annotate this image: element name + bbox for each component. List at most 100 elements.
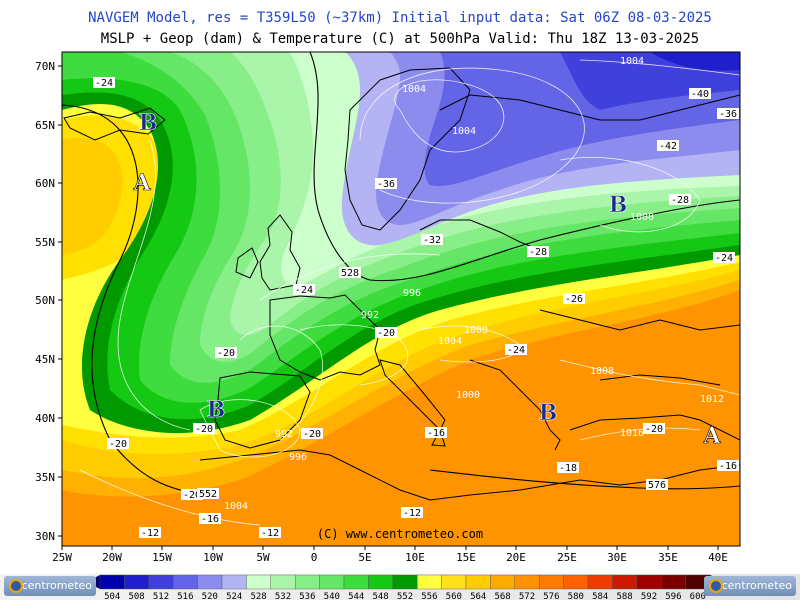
lat-tick-label: 55N	[35, 236, 55, 249]
geopotential-labels: 528 552 576	[197, 267, 668, 500]
lon-tick-label: 20W	[102, 551, 122, 564]
legend-swatch	[124, 574, 150, 590]
legend-value-label: 536	[299, 592, 315, 600]
legend-value-label: 560	[446, 592, 462, 600]
temperature-label: -20	[183, 490, 201, 501]
legend-swatch	[612, 574, 638, 590]
temperature-label: -20	[109, 439, 127, 450]
lat-tick-label: 45N	[35, 353, 55, 366]
legend-value-label: 580	[568, 592, 584, 600]
lon-tick-label: 25E	[557, 551, 577, 564]
color-scale-legend: 504 508 512 516 520 524 528 532 536 540 544 548 552 5…	[86, 574, 724, 600]
legend-value-label: 544	[348, 592, 364, 600]
legend-swatch	[417, 574, 442, 590]
isobar-label: 996	[403, 288, 421, 299]
lat-tick-label: 35N	[35, 471, 55, 484]
legend-swatch	[661, 574, 686, 590]
legend-value-label: 520	[202, 592, 218, 600]
lat-tick-label: 40N	[35, 412, 55, 425]
isobar-label: 1000	[630, 212, 654, 223]
legend-swatch	[246, 574, 271, 590]
centrometeo-logo-left[interactable]: centrometeo	[4, 576, 96, 596]
geopotential-lines	[62, 52, 740, 496]
lon-tick-label: 5W	[256, 551, 270, 564]
isobar-label: 1012	[700, 394, 724, 405]
temperature-label: -16	[201, 514, 219, 525]
longitude-axis: 25W 20W 15W 10W 5W 0 5E 10E 15E 20E 25E 30E 35E 40E	[52, 546, 728, 564]
isobar-label: 992	[275, 429, 293, 440]
legend-swatch	[490, 574, 515, 590]
lat-tick-label: 50N	[35, 294, 55, 307]
legend-value-label: 552	[397, 592, 413, 600]
legend-swatch	[539, 574, 564, 590]
legend-value-label: 588	[616, 592, 632, 600]
temperature-label: -20	[377, 328, 395, 339]
legend-value-label: 600	[690, 592, 706, 600]
legend-swatch	[295, 574, 320, 590]
temperature-label: -24	[295, 285, 313, 296]
isobar-labels: 1004100410001004100010041008101210169969…	[224, 56, 724, 512]
temperature-label: -26	[565, 294, 583, 305]
lon-tick-label: 5E	[358, 551, 371, 564]
lon-tick-label: 30E	[607, 551, 627, 564]
isobar-label: 1004	[224, 501, 248, 512]
copyright-text: (C) www.centrometeo.com	[317, 527, 483, 541]
legend-value-label: 576	[543, 592, 559, 600]
temperature-label: -36	[719, 109, 737, 120]
latitude-axis: 70N 65N 60N 55N 50N 45N 40N 35N 30N	[35, 60, 62, 543]
isobar-label: 1004	[402, 84, 426, 95]
legend-swatch	[319, 574, 345, 590]
legend-swatch	[587, 574, 613, 590]
legend-value-label: 528	[250, 592, 266, 600]
high-pressure-center: A	[132, 170, 151, 196]
legend-swatch	[441, 574, 467, 590]
legend-value-label: 592	[641, 592, 657, 600]
legend-value-label: 512	[153, 592, 169, 600]
map-frame	[61, 51, 741, 547]
legend-value-label: 548	[372, 592, 388, 600]
temperature-label: -20	[303, 429, 321, 440]
centrometeo-logo-icon	[709, 579, 723, 593]
legend-value-label: 504	[104, 592, 120, 600]
legend-swatch	[172, 574, 198, 590]
isobar-label: 1016	[620, 428, 644, 439]
geopotential-label: 552	[199, 489, 217, 500]
legend-swatch	[99, 574, 125, 590]
isobar-label: 992	[361, 310, 379, 321]
lon-tick-label: 0	[311, 551, 318, 564]
color-fill-layer	[62, 52, 740, 546]
geopotential-label: 576	[648, 480, 666, 491]
temperature-label: -32	[423, 235, 441, 246]
legend-swatch	[270, 574, 296, 590]
isobar-label: 1004	[452, 126, 476, 137]
temperature-labels: -24 -36 -32 -40 -36 -42 -28 -28 -24 -24 -26 -20 -20 -…	[93, 77, 739, 539]
isobar-label: 1004	[620, 56, 644, 67]
lat-tick-label: 65N	[35, 119, 55, 132]
temperature-label: -42	[659, 141, 677, 152]
temperature-label: -20	[645, 424, 663, 435]
lon-tick-label: 20E	[506, 551, 526, 564]
centrometeo-logo-right[interactable]: centrometeo	[704, 576, 796, 596]
geopotential-label: 528	[341, 268, 359, 279]
legend-swatch	[392, 574, 418, 590]
temperature-label: -12	[141, 528, 159, 539]
low-pressure-center: B	[609, 192, 628, 218]
lat-tick-label: 70N	[35, 60, 55, 73]
temperature-label: -36	[377, 179, 395, 190]
lat-tick-label: 30N	[35, 530, 55, 543]
temperature-label: -12	[403, 508, 421, 519]
legend-swatch	[636, 574, 662, 590]
lon-tick-label: 25W	[52, 551, 72, 564]
legend-value-label: 532	[275, 592, 291, 600]
temperature-label: -16	[427, 428, 445, 439]
map-title-fields: MSLP + Geop (dam) & Temperature (C) at 5…	[100, 31, 700, 47]
legend-swatch	[343, 574, 369, 590]
temperature-label: -20	[195, 424, 213, 435]
isobar-label: 996	[289, 452, 307, 463]
legend-value-label: 564	[470, 592, 486, 600]
legend-value-label: 516	[177, 592, 193, 600]
temperature-label: -24	[507, 345, 525, 356]
temperature-label: -18	[559, 463, 577, 474]
legend-value-label: 596	[665, 592, 681, 600]
